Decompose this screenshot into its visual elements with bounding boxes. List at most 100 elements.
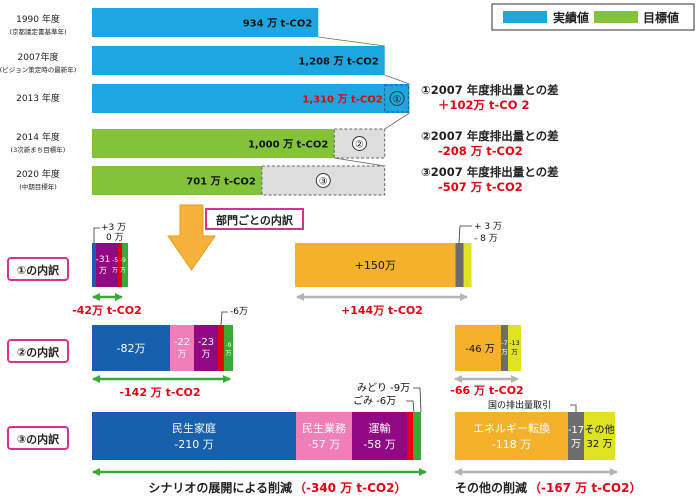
- diff-box-3: [333, 128, 386, 159]
- difference-notes: ①2007 年度排出量との差 ＋102万 t-CO 2 ②2007 年度排出量と…: [421, 83, 559, 194]
- b2-left-seg-2: [194, 325, 218, 371]
- b2-right-label-1-unit: 万: [501, 348, 508, 356]
- b1-left-leader: [93, 227, 100, 243]
- b3-right-sub-0: -118 万: [492, 438, 531, 451]
- b3-right-label-1-unit: 万: [571, 439, 581, 450]
- diff-marker-circle-3: [351, 136, 367, 151]
- b2-left-seg-4: [224, 325, 233, 371]
- b3-right-leader: [570, 404, 577, 412]
- b3-left-label-3: ごみ -6万: [353, 394, 396, 407]
- b2-left-label-4: -9: [226, 342, 232, 349]
- diff-note-1: ①2007 年度排出量との差: [421, 83, 559, 97]
- bar-1: [92, 46, 385, 75]
- bar-3: [92, 129, 335, 158]
- row-label-1990: 1990 年度: [16, 13, 60, 25]
- breakdown-1-label: ①の内訳: [17, 263, 60, 277]
- bar-value-label-4: 701 万 t-CO2: [186, 176, 256, 188]
- b3-left-seg-0: [92, 412, 296, 460]
- b3-left-label-2: 運輸: [369, 421, 391, 435]
- breakdown-3-box: [7, 426, 69, 450]
- b2-left-seg-3: [218, 325, 224, 371]
- breakdown-2-box: [7, 339, 69, 363]
- legend-target-label: 目標値: [643, 10, 679, 25]
- b3-left-sub-2: -58 万: [363, 438, 395, 451]
- diff-value-1: ＋102万 t-CO 2: [438, 98, 530, 112]
- diff-marker-circle-4: [315, 173, 331, 188]
- diff-value-3: -507 万 t-CO2: [438, 180, 523, 194]
- breakdown-bars: -31万-5 -9万 万+3 万0 万+150万+ 3 万- 8 万-82万 -2…: [92, 222, 615, 460]
- b2-left-label-3: -6万: [230, 307, 248, 317]
- legend-target-swatch: [594, 11, 638, 23]
- breakdown-3-label: ③の内訳: [17, 432, 60, 446]
- b3-left-label-0: 民生家庭: [172, 421, 216, 435]
- bar-4: [92, 166, 262, 195]
- row-sublabel-2020: (中期目標年): [19, 182, 57, 191]
- connector-2: [384, 112, 410, 130]
- total-3-left-caption: シナリオの展開による削減: [148, 480, 292, 495]
- total-1-right: +144万 t-CO2: [341, 304, 423, 317]
- b1-left-label-transport-unit: 万: [99, 266, 107, 275]
- diff-note-2: ②2007 年度排出量との差: [421, 129, 559, 143]
- diff-marker-3: ②: [355, 140, 364, 151]
- connector-0: [318, 36, 385, 47]
- total-2-left: -142 万 t-CO2: [119, 386, 200, 399]
- b3-left-label-4: みどり -9万: [357, 382, 410, 394]
- b3-right-seg-2: [584, 412, 615, 460]
- total-1-left: -42万 t-CO2: [72, 304, 142, 317]
- b3-left-seg-1: [296, 412, 352, 460]
- b1-right-label-0: +150万: [355, 259, 396, 272]
- b2-left-seg-0: [92, 325, 170, 371]
- row-labels: 1990 年度 (京都議定書基準年) 2007年度 (ビジョン策定時の最新年) …: [0, 13, 76, 191]
- total-3-right-caption: その他の削減: [455, 480, 527, 495]
- b3-left-leader-green: [413, 387, 422, 413]
- b2-left-label-0: -82万: [117, 342, 146, 355]
- b3-left-label-1: 民生業務: [302, 421, 346, 435]
- b1-left-label-small: -5 -9: [112, 257, 126, 264]
- connector-1: [384, 74, 410, 85]
- connector-3: [334, 157, 385, 167]
- breakdown-title: 部門ごとの内訳: [216, 213, 294, 227]
- b2-right-seg-0: [455, 325, 501, 371]
- b1-left-seg-0: [92, 243, 96, 287]
- diff-marker-2: ①: [393, 95, 402, 106]
- b1-left-seg-1: [96, 243, 118, 287]
- legend-actual-swatch: [503, 11, 547, 23]
- top-bars: 934 万 t-CO2 1,208 万 t-CO2 1,310 万 t-CO2 ① 1,…: [92, 8, 410, 196]
- b1-left-seg-2: [118, 243, 122, 287]
- b2-right-label-2-unit: 万: [511, 348, 518, 356]
- b2-right-label-0: -46 万: [465, 344, 495, 355]
- diff-note-3: ③2007 年度排出量との差: [421, 165, 559, 179]
- b1-right-label-1: + 3 万: [474, 222, 502, 232]
- total-3-left: （-340 万 t-CO2）: [294, 480, 406, 495]
- b3-left-sub-1: -57 万: [308, 438, 340, 451]
- b2-left-leader: [220, 311, 228, 326]
- breakdown-2-label: ②の内訳: [17, 345, 60, 359]
- b3-right-label-0: エネルギー転換: [473, 422, 550, 435]
- b1-left-label-households: +3 万: [101, 223, 126, 233]
- b3-right-sub-2: 32 万: [587, 439, 613, 450]
- row-sublabel-1990: (京都議定書基準年): [9, 27, 66, 36]
- legend-actual-label: 実績値: [553, 10, 589, 25]
- diff-marker-4: ③: [319, 177, 328, 188]
- diff-value-2: -208 万 t-CO2: [438, 144, 523, 158]
- down-arrow-icon: [167, 204, 216, 271]
- legend: 実績値 目標値: [491, 3, 695, 31]
- b3-right-label-2: その他: [585, 423, 615, 436]
- bar-value-label-1: 1,208 万 t-CO2: [298, 56, 378, 68]
- b1-left-label-transport: -31: [96, 255, 111, 265]
- diff-box-2: [384, 84, 409, 113]
- b3-left-seg-4: [413, 412, 421, 460]
- b3-left-sub-0: -210 万: [174, 438, 213, 451]
- b1-right-leader: [458, 225, 472, 244]
- b2-right-label-2: -13: [509, 339, 520, 347]
- bar-value-label-3: 1,000 万 t-CO2: [248, 139, 328, 151]
- b1-left-label-business: 0 万: [106, 233, 124, 243]
- b3-right-seg-1: [568, 412, 584, 460]
- b2-right-label-1: -7: [501, 339, 507, 347]
- b2-right-seg-1: [501, 325, 508, 371]
- b2-left-label-4-unit: 万: [225, 350, 231, 357]
- total-2-right: -66 万 t-CO2: [450, 384, 523, 397]
- row-label-2020: 2020 年度: [16, 168, 60, 180]
- bar-value-label-2: 1,310 万 t-CO2: [302, 94, 382, 106]
